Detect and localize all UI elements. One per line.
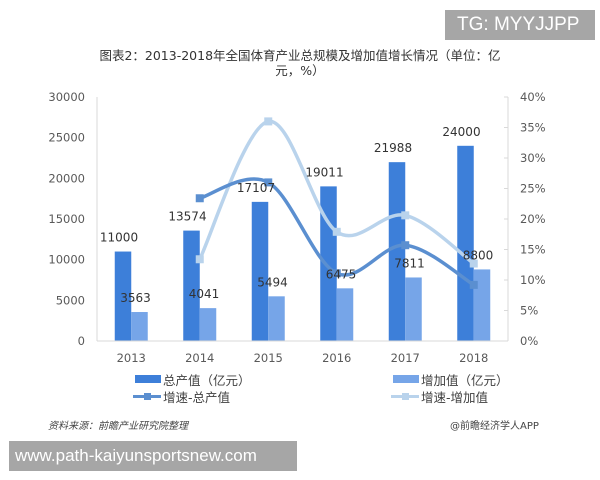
combo-chart: 0 5000 10000 15000 20000 25000 30000 0% 5% 10% 15…	[48, 90, 546, 365]
right-axis-tick-label: 25%	[520, 182, 546, 196]
chart-title-line1: 图表2：2013-2018年全国体育产业总规模及增加值增长情况（单位：亿	[99, 48, 501, 63]
x-axis: 2013 2014 2015 2016 2017 2018	[97, 340, 508, 365]
bar	[199, 308, 217, 341]
line-marker	[264, 178, 273, 187]
credit-note: @前瞻经济学人APP	[450, 421, 539, 432]
line-marker	[264, 117, 273, 126]
bar-data-label: 4041	[189, 287, 220, 301]
growth-added-line	[198, 119, 476, 266]
bar	[183, 230, 200, 341]
right-axis-tick-label: 15%	[520, 243, 546, 257]
bar-series	[114, 145, 491, 341]
left-axis-tick-label: 5000	[56, 293, 85, 307]
right-axis-tick-label: 35%	[520, 121, 546, 135]
right-axis-tick-label: 5%	[520, 304, 538, 318]
line-marker	[469, 280, 478, 289]
bar	[268, 296, 285, 341]
chart-title-line2: 元，%）	[275, 63, 325, 78]
line-marker	[401, 241, 410, 250]
left-axis-tick-label: 30000	[48, 90, 85, 104]
x-axis-tick-label: 2018	[459, 351, 488, 365]
bar-data-labels: 11000 13574 17107 19011 21988 24000 3563 4041 54…	[100, 125, 493, 305]
tg-badge: TG: MYYJJPP	[445, 10, 595, 40]
x-axis-tick-label: 2015	[254, 351, 283, 365]
bar-data-label: 13574	[168, 210, 206, 224]
bar-data-label: 21988	[374, 141, 412, 155]
chart-title: 图表2：2013-2018年全国体育产业总规模及增加值增长情况（单位：亿 元，%…	[60, 48, 540, 78]
bar	[388, 162, 406, 341]
legend-item-total-output: 总产值（亿元）	[135, 371, 251, 388]
legend-label: 总产值（亿元）	[163, 372, 251, 388]
legend-item-added-value: 增加值（亿元）	[393, 371, 509, 388]
bar	[405, 277, 422, 341]
x-axis-tick-label: 2013	[117, 351, 146, 365]
right-axis-tick-label: 20%	[520, 212, 546, 226]
bar	[131, 312, 148, 341]
bar-data-label: 8800	[463, 248, 494, 262]
url-banner: www.path-kaiyunsportsnew.com	[9, 441, 297, 471]
bar-data-label: 11000	[100, 231, 138, 245]
line-marker	[401, 211, 410, 220]
legend-line-swatch	[391, 392, 419, 400]
legend-line-swatch	[133, 392, 161, 400]
bar	[473, 269, 491, 341]
x-axis-tick-label: 2014	[185, 351, 214, 365]
bar-data-label: 5494	[257, 275, 288, 289]
line-marker	[469, 259, 478, 268]
left-axis-tick-label: 25000	[48, 131, 85, 145]
legend-label: 增速-总产值	[163, 389, 231, 405]
data-source-note: 资料来源：前瞻产业研究院整理	[48, 421, 188, 432]
bar	[320, 186, 337, 341]
line-marker	[332, 227, 341, 236]
bar-data-label: 24000	[442, 125, 480, 139]
bar	[336, 288, 354, 341]
bar-data-label: 17107	[237, 181, 275, 195]
bar	[251, 201, 269, 341]
x-axis-tick-label: 2016	[322, 351, 351, 365]
bar-data-label: 7811	[394, 256, 425, 270]
legend-bar-swatch	[393, 375, 419, 383]
left-axis-tick-label: 20000	[48, 171, 85, 185]
legend-label: 增加值（亿元）	[421, 372, 509, 388]
legend-bar-swatch	[135, 375, 161, 383]
right-axis-tick-label: 30%	[520, 151, 546, 165]
legend-item-growth-added: 增速-增加值	[391, 388, 489, 405]
bar-data-label: 6475	[326, 267, 357, 281]
bar-data-label: 3563	[120, 291, 151, 305]
line-series	[195, 117, 478, 289]
x-axis-tick-label: 2017	[391, 351, 420, 365]
line-marker	[332, 269, 341, 278]
right-axis-tick-label: 0%	[520, 334, 538, 348]
bar-data-label: 19011	[305, 165, 343, 179]
right-axis-tick-label: 40%	[520, 90, 546, 104]
left-axis-tick-label: 0	[78, 334, 85, 348]
line-marker	[195, 255, 204, 264]
bar	[457, 145, 474, 341]
left-axis-tick-label: 15000	[48, 212, 85, 226]
right-axis-tick-label: 10%	[520, 273, 546, 287]
right-y-axis: 0% 5% 10% 15% 20% 25% 30% 35% 40%	[504, 90, 546, 348]
legend-label: 增速-增加值	[421, 389, 489, 405]
line-marker	[195, 194, 204, 203]
left-y-axis: 0 5000 10000 15000 20000 25000 30000	[48, 90, 98, 348]
legend-item-growth-total: 增速-总产值	[133, 388, 231, 405]
left-axis-tick-label: 10000	[48, 253, 85, 267]
bar	[114, 251, 132, 341]
